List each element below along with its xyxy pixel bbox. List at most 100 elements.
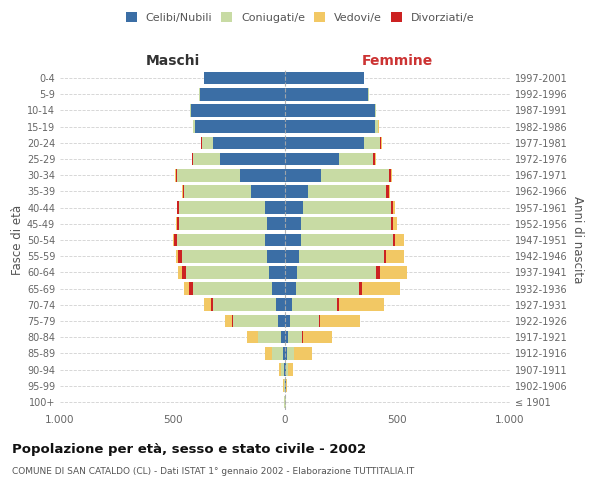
Text: Popolazione per età, sesso e stato civile - 2002: Popolazione per età, sesso e stato civil… <box>12 442 366 456</box>
Bar <box>233 314 278 328</box>
Bar <box>204 298 211 311</box>
Bar <box>177 202 178 214</box>
Bar <box>278 314 285 328</box>
Bar <box>195 120 285 133</box>
Bar <box>285 185 308 198</box>
Bar <box>199 88 285 101</box>
Bar <box>284 363 285 376</box>
Bar <box>392 202 395 214</box>
Bar <box>337 298 339 311</box>
Text: Femmine: Femmine <box>362 54 433 68</box>
Bar <box>258 331 281 344</box>
Bar <box>285 298 292 311</box>
Bar <box>182 250 267 262</box>
Bar <box>177 234 265 246</box>
Bar <box>178 266 182 278</box>
Bar <box>389 169 391 181</box>
Bar <box>173 234 177 246</box>
Bar <box>283 347 285 360</box>
Bar <box>176 169 177 181</box>
Bar <box>240 169 285 181</box>
Bar <box>281 363 284 376</box>
Bar <box>179 202 265 214</box>
Bar <box>178 202 179 214</box>
Bar <box>289 363 293 376</box>
Bar <box>285 104 375 117</box>
Bar <box>375 104 376 117</box>
Bar <box>285 347 287 360</box>
Bar <box>179 218 267 230</box>
Bar <box>213 298 276 311</box>
Bar <box>281 331 285 344</box>
Bar <box>269 266 285 278</box>
Bar <box>301 234 393 246</box>
Y-axis label: Anni di nascita: Anni di nascita <box>571 196 584 284</box>
Bar <box>303 331 332 344</box>
Legend: Celibi/Nubili, Coniugati/e, Vedovi/e, Divorziati/e: Celibi/Nubili, Coniugati/e, Vedovi/e, Di… <box>121 8 479 28</box>
Bar <box>267 250 285 262</box>
Bar <box>247 331 258 344</box>
Bar <box>193 152 220 166</box>
Bar <box>251 185 285 198</box>
Bar <box>176 250 178 262</box>
Bar <box>292 298 337 311</box>
Bar <box>276 298 285 311</box>
Bar <box>285 120 375 133</box>
Bar <box>211 298 213 311</box>
Bar <box>302 331 303 344</box>
Text: Maschi: Maschi <box>145 54 200 68</box>
Bar <box>290 314 319 328</box>
Bar <box>392 218 397 230</box>
Bar <box>285 266 298 278</box>
Bar <box>380 266 407 278</box>
Bar <box>374 152 376 166</box>
Bar <box>191 104 285 117</box>
Bar <box>319 314 320 328</box>
Bar <box>308 185 386 198</box>
Bar <box>285 234 301 246</box>
Bar <box>285 88 368 101</box>
Bar <box>182 266 186 278</box>
Bar <box>267 218 285 230</box>
Bar <box>271 347 283 360</box>
Bar <box>265 347 271 360</box>
Bar <box>375 120 379 133</box>
Bar <box>184 185 251 198</box>
Bar <box>285 380 286 392</box>
Bar <box>301 218 391 230</box>
Bar <box>285 72 364 85</box>
Bar <box>296 282 359 295</box>
Y-axis label: Fasce di età: Fasce di età <box>11 205 24 275</box>
Bar <box>232 314 233 328</box>
Bar <box>285 218 301 230</box>
Bar <box>193 282 271 295</box>
Bar <box>184 282 190 295</box>
Bar <box>359 282 361 295</box>
Bar <box>226 314 232 328</box>
Bar <box>265 202 285 214</box>
Bar <box>213 136 285 149</box>
Bar <box>177 218 179 230</box>
Bar <box>299 250 384 262</box>
Bar <box>320 314 361 328</box>
Bar <box>321 169 389 181</box>
Bar <box>361 282 400 295</box>
Bar <box>339 152 373 166</box>
Bar <box>271 282 285 295</box>
Bar <box>298 266 376 278</box>
Bar <box>192 152 193 166</box>
Bar <box>287 347 294 360</box>
Bar <box>294 347 312 360</box>
Bar <box>393 234 395 246</box>
Bar <box>339 298 384 311</box>
Bar <box>176 218 177 230</box>
Bar <box>202 136 213 149</box>
Bar <box>376 266 380 278</box>
Bar <box>285 202 303 214</box>
Bar <box>178 250 182 262</box>
Text: COMUNE DI SAN CATALDO (CL) - Dati ISTAT 1° gennaio 2002 - Elaborazione TUTTITALI: COMUNE DI SAN CATALDO (CL) - Dati ISTAT … <box>12 468 414 476</box>
Bar <box>384 250 386 262</box>
Bar <box>391 202 392 214</box>
Bar <box>391 218 392 230</box>
Bar <box>391 169 392 181</box>
